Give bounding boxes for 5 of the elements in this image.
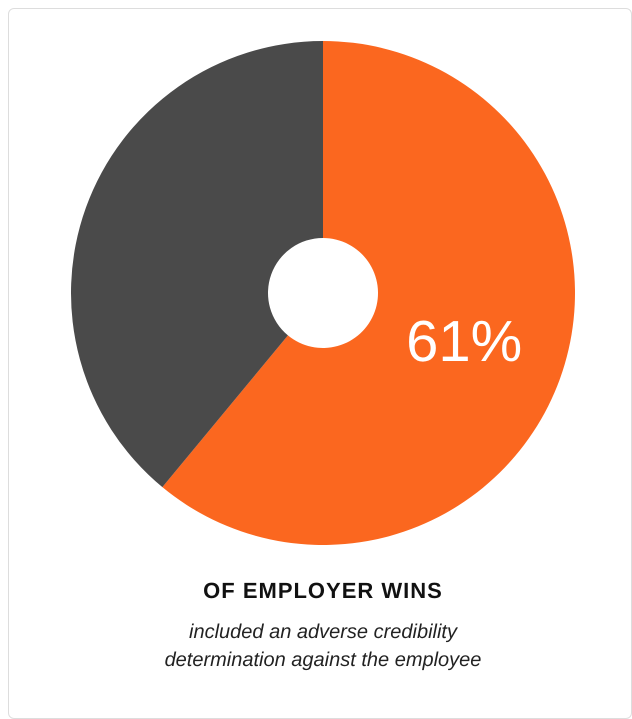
text: OF EMPLOYER WINS — [202, 578, 444, 604]
donut-slice — [71, 41, 323, 488]
donut-slice — [162, 41, 575, 545]
text: included an adverse credibility determination against the employee — [164, 620, 482, 673]
data-label: 61% — [406, 308, 522, 374]
